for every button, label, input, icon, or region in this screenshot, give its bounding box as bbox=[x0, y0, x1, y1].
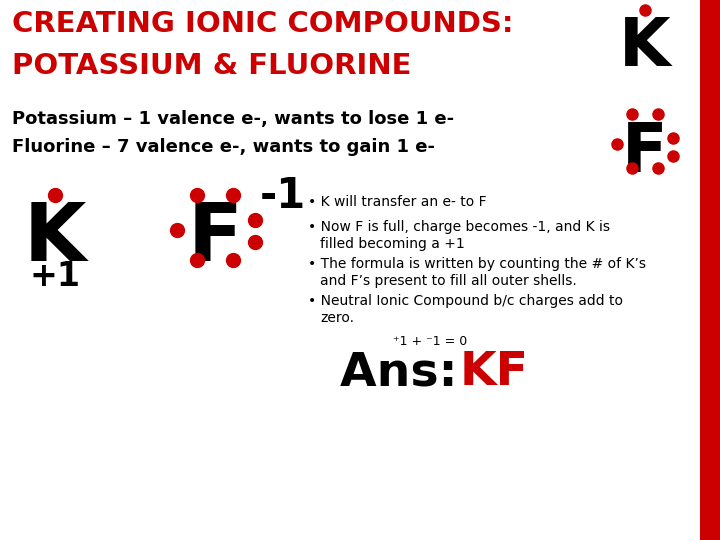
Text: Fluorine – 7 valence e-, wants to gain 1 e-: Fluorine – 7 valence e-, wants to gain 1… bbox=[12, 138, 435, 156]
Text: • The formula is written by counting the # of K’s: • The formula is written by counting the… bbox=[308, 257, 646, 271]
Text: F: F bbox=[622, 120, 667, 186]
Text: Potassium – 1 valence e-, wants to lose 1 e-: Potassium – 1 valence e-, wants to lose … bbox=[12, 110, 454, 128]
Text: and F’s present to fill all outer shells.: and F’s present to fill all outer shells… bbox=[320, 274, 577, 288]
Text: KF: KF bbox=[460, 350, 529, 395]
Text: filled becoming a +1: filled becoming a +1 bbox=[320, 237, 464, 251]
Text: K: K bbox=[619, 14, 671, 80]
Text: • K will transfer an e- to F: • K will transfer an e- to F bbox=[308, 195, 487, 209]
Text: F: F bbox=[187, 200, 243, 278]
Text: -1: -1 bbox=[260, 175, 306, 217]
Text: • Now F is full, charge becomes -1, and K is: • Now F is full, charge becomes -1, and … bbox=[308, 220, 610, 234]
Text: Ans:: Ans: bbox=[340, 350, 474, 395]
Text: K: K bbox=[24, 200, 86, 278]
Text: POTASSIUM & FLUORINE: POTASSIUM & FLUORINE bbox=[12, 52, 412, 80]
Text: ⁺1 + ⁻1 = 0: ⁺1 + ⁻1 = 0 bbox=[393, 335, 467, 348]
Text: +1: +1 bbox=[30, 260, 81, 293]
Text: CREATING IONIC COMPOUNDS:: CREATING IONIC COMPOUNDS: bbox=[12, 10, 513, 38]
Bar bbox=[700, 0, 720, 540]
Text: • Neutral Ionic Compound b/c charges add to: • Neutral Ionic Compound b/c charges add… bbox=[308, 294, 623, 308]
Text: zero.: zero. bbox=[320, 311, 354, 325]
